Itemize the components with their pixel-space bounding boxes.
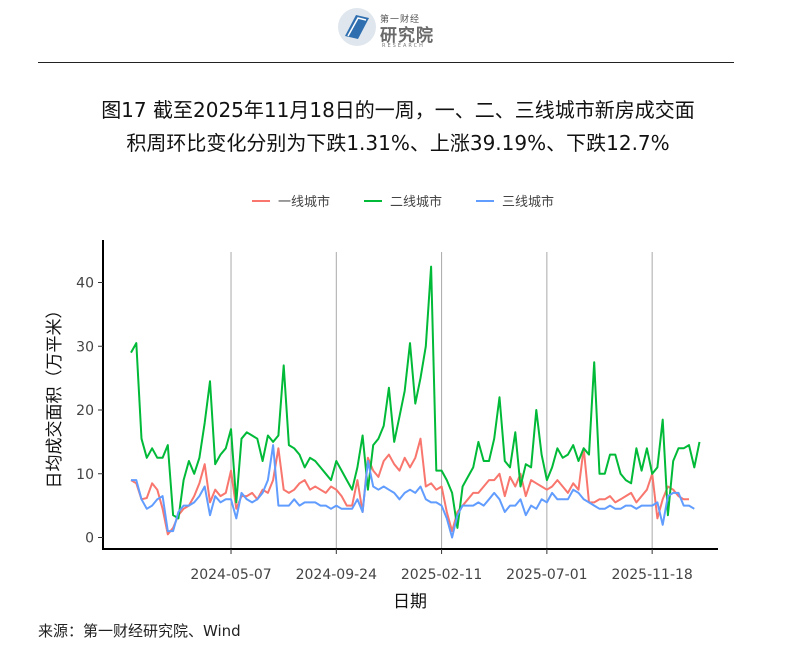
- x-tick-label: 2024-09-24: [296, 567, 377, 583]
- y-tick-label: 0: [85, 531, 94, 547]
- x-tick-label: 2025-07-01: [506, 567, 587, 583]
- chart-grid: [230, 252, 653, 549]
- logo-small-text: 第一财经: [380, 15, 421, 25]
- series-line-2: [130, 265, 701, 529]
- legend-label-tier1: 一线城市: [278, 195, 331, 210]
- logo-en-text: RESEARCH: [382, 43, 425, 49]
- x-tick-label: 2025-11-18: [611, 567, 692, 583]
- y-tick-label: 10: [76, 467, 94, 483]
- logo-big-text: 研究院: [380, 26, 434, 46]
- legend-label-tier2: 二线城市: [390, 195, 443, 210]
- chart-axes: 0 10 20 30 40 2024-05-07 2024-09-24 2025-02-11 2…: [45, 240, 718, 612]
- x-tick-label: 2025-02-11: [401, 567, 482, 583]
- figure-title-line-2: 积周环比变化分别为下跌1.31%、上涨39.19%、下跌12.7%: [126, 131, 670, 155]
- x-axis-title: 日期: [393, 592, 427, 612]
- brand-logo: 第一财经 研究院 RESEARCH: [336, 6, 446, 50]
- figure-title-line-1: 图17 截至2025年11月18日的一周，一、二、三线城市新房成交面: [101, 98, 695, 122]
- legend-swatch-tier2: [364, 200, 382, 202]
- x-tick-label: 2024-05-07: [190, 567, 271, 583]
- y-axis-title: 日均成交面积（万平米）: [45, 302, 65, 489]
- y-tick-label: 20: [76, 403, 94, 419]
- chart-lines: [130, 265, 701, 539]
- series-line-1: [130, 437, 689, 536]
- chart-legend: 一线城市 二线城市 三线城市: [0, 188, 796, 212]
- legend-label-tier3: 三线城市: [502, 195, 555, 210]
- figure-title: 图17 截至2025年11月18日的一周，一、二、三线城市新房成交面 积周环比变…: [0, 94, 796, 160]
- legend-swatch-tier3: [476, 200, 494, 202]
- y-tick-label: 30: [76, 339, 94, 355]
- legend-swatch-tier1: [252, 200, 270, 202]
- source-note: 来源：第一财经研究院、Wind: [38, 622, 241, 640]
- series-line-3: [131, 444, 695, 539]
- logo-mark-icon: [338, 8, 376, 46]
- y-tick-label: 40: [76, 276, 94, 292]
- header-divider: [38, 62, 734, 63]
